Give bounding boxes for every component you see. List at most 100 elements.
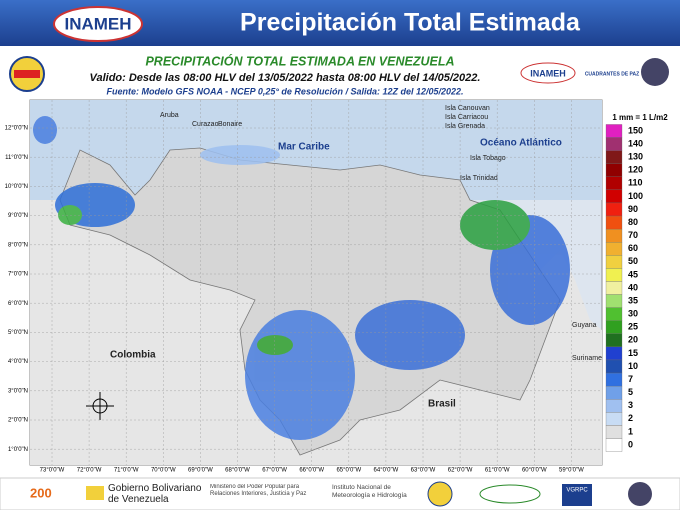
legend-label: 150 [628,125,643,135]
legend-label: 120 [628,165,643,175]
rain-area [58,205,82,225]
lat-label: 8°0'0"N [8,242,28,248]
logo-text: INAMEH [64,14,131,33]
legend-swatch [605,202,623,217]
rain-area [460,200,530,250]
legend-swatch [605,163,623,177]
lon-label: 70°0'0"W [151,468,176,474]
lon-label: 68°0'0"W [225,468,250,474]
legend-label: 2 [628,413,633,423]
place-label: Guyana [572,322,597,329]
lon-label: 67°0'0"W [262,468,287,474]
lon-label: 63°0'0"W [411,468,436,474]
legend-swatch [605,307,623,321]
legend-swatch [605,228,623,243]
compass [86,392,114,420]
footer-gov: Gobierno Bolivariano de Venezuela [108,483,202,505]
lat-label: 12°0'0"N [5,126,28,132]
legend-label: 40 [628,282,638,292]
legend-swatch [605,189,623,204]
lon-label: 62°0'0"W [448,468,473,474]
legend-swatch [605,255,623,269]
place-label: Brasil [428,399,456,410]
footer-logo: 200 [30,485,52,500]
emblem [628,482,652,506]
precipitation [33,116,570,440]
place-label: Océano Atlántico [480,138,562,149]
place-label: Isla Grenada [445,123,485,130]
place-label: Isla Tobago [470,155,506,162]
lon-label: 64°0'0"W [374,468,399,474]
legend-label: 25 [628,322,638,332]
legend-swatch [605,281,623,295]
legend-label: 10 [628,361,638,371]
legend-swatch [605,385,623,400]
legend-swatch [605,346,623,361]
flag-stripe [14,70,40,78]
rain-area [245,310,355,440]
legend-label: 100 [628,191,643,201]
legend-swatch [605,150,623,164]
rain-area [33,116,57,144]
rain-area [257,335,293,355]
subtitle: PRECIPITACIÓN TOTAL ESTIMADA EN VENEZUEL… [145,53,454,68]
legend-swatch [605,359,623,374]
legend-label: 140 [628,138,643,148]
header-title: Precipitación Total Estimada [240,9,581,37]
emblem [427,481,453,507]
legend-swatch [605,176,623,191]
place-label: Colombia [110,350,156,361]
logo [53,6,143,42]
legend-label: 45 [628,269,638,279]
place-label: Bonaire [218,121,242,128]
lat-label: 3°0'0"N [8,388,28,394]
legend-swatch [605,268,623,282]
legend-label: 20 [628,335,638,345]
logo-text: INAMEH [530,68,566,78]
legend-label: 80 [628,217,638,227]
lon-label: 61°0'0"W [485,468,510,474]
legend-swatch [605,372,623,387]
place-label: Isla Carriacou [445,114,488,121]
legend-swatch [605,438,623,452]
legend-title: 1 mm = 1 L/m2 [612,113,668,122]
place-label: Isla Trinidad [460,175,498,182]
legend-swatch [605,137,623,151]
legend-label: 35 [628,295,638,305]
legend-label: 60 [628,243,638,253]
legend-label: 0 [628,439,633,449]
lon-label: 69°0'0"W [188,468,213,474]
lat-label: 10°0'0"N [5,184,28,190]
flag [86,486,104,500]
valid-text: Valido: Desde las 08:00 HLV del 13/05/20… [90,72,481,84]
place-label: Suriname [572,355,602,362]
vgrpc-logo [562,484,592,506]
lat-label: 9°0'0"N [8,213,28,219]
footer-institute: Instituto Nacional de Meteorología e Hid… [332,484,407,499]
lat-label: 11°0'0"N [5,155,28,161]
legend-label: 50 [628,256,638,266]
legend-label: 15 [628,348,638,358]
legend-swatch [605,294,623,308]
legend-label: 110 [628,178,643,188]
legend-label: 90 [628,204,638,214]
lon-label: 71°0'0"W [114,468,139,474]
lat-label: 5°0'0"N [8,330,28,336]
legend-label: 5 [628,387,633,397]
legend-swatch [605,242,623,256]
lat-label: 4°0'0"N [8,359,28,365]
legend-label: 3 [628,400,633,410]
logo [520,62,576,84]
legend-swatch [605,124,623,138]
rain-area [200,145,280,165]
emblem [479,484,541,504]
legend-label: 30 [628,309,638,319]
place-label: Aruba [160,112,179,119]
legend-swatch [605,425,623,439]
place-label: Mar Caribe [278,142,330,153]
emblem [641,58,669,86]
legend-label: 7 [628,374,633,384]
lat-label: 1°0'0"N [8,447,28,453]
rain-area [355,300,465,370]
